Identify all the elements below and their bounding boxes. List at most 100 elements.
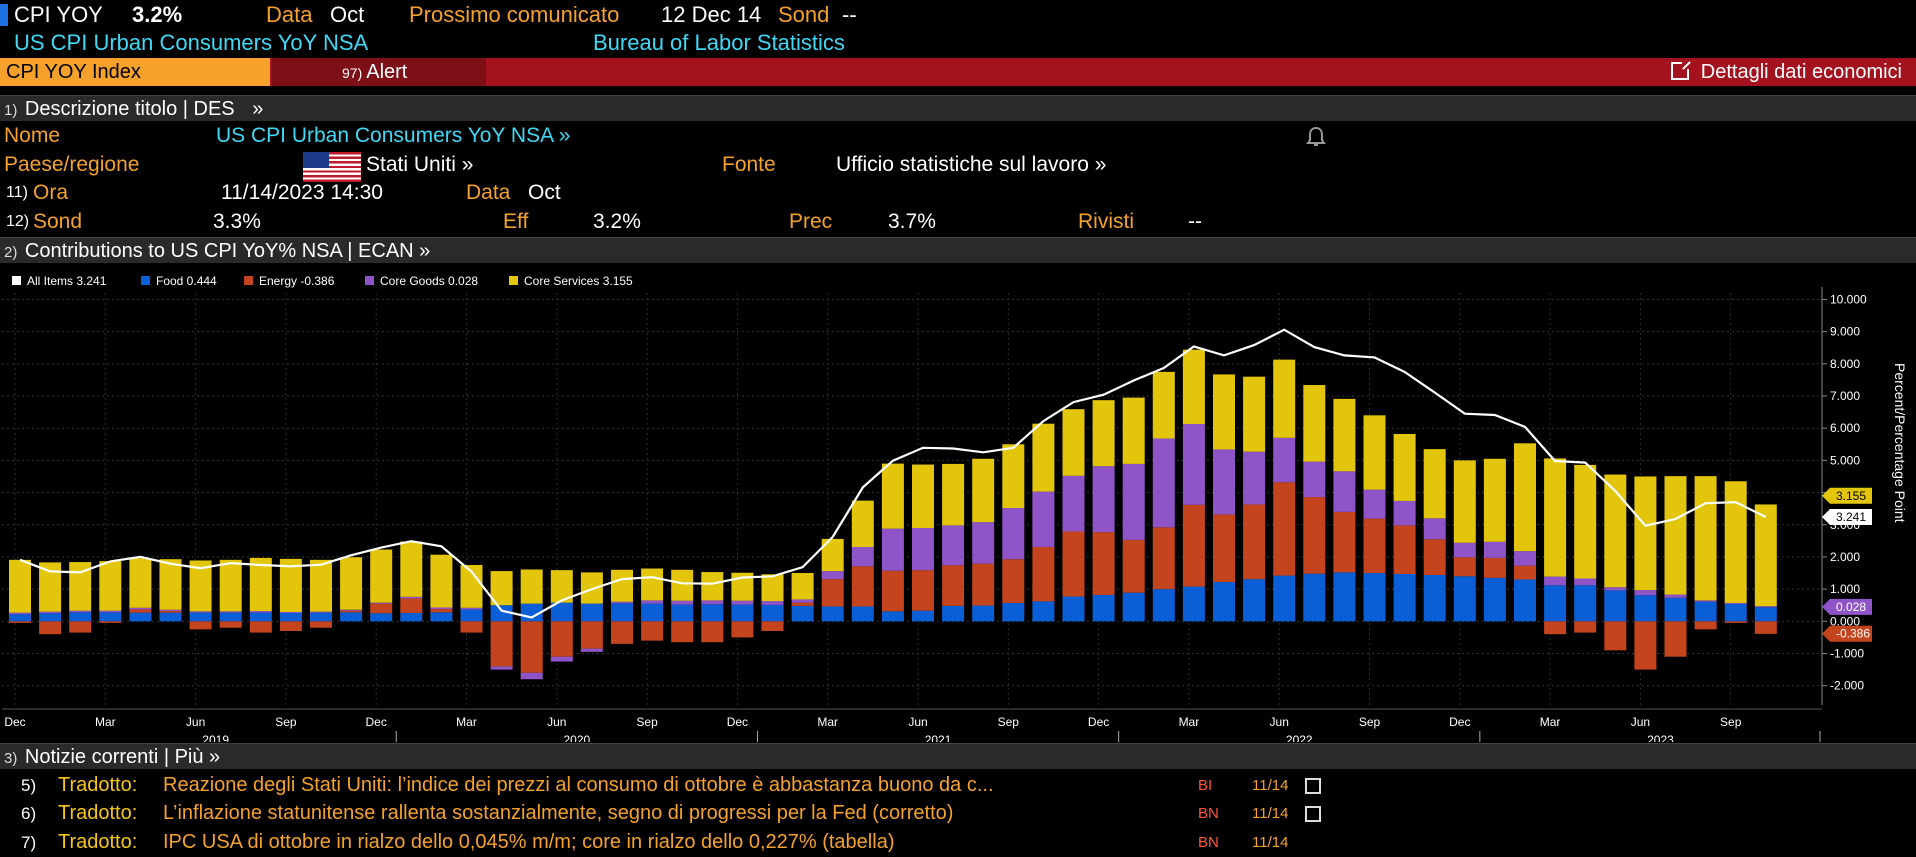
bar-core-services bbox=[1393, 433, 1416, 501]
bar-food bbox=[1152, 589, 1175, 622]
x-tick-label: Dec bbox=[1449, 715, 1470, 729]
bar-energy bbox=[1604, 621, 1627, 651]
bar-food bbox=[99, 612, 122, 622]
des-section-header[interactable]: 1) Descrizione titolo | DES » bbox=[0, 95, 1916, 121]
x-tick-label: Dec bbox=[727, 715, 748, 729]
index-tab[interactable]: CPI YOY Index bbox=[0, 58, 270, 86]
bar-core-services bbox=[1062, 409, 1085, 476]
alert-button[interactable]: 97) Alert bbox=[272, 58, 486, 86]
revised-value: -- bbox=[1188, 210, 1202, 233]
bar-energy bbox=[761, 621, 784, 631]
bar-energy bbox=[370, 603, 393, 614]
news-item-source: BN bbox=[1198, 834, 1219, 851]
bar-energy bbox=[1062, 531, 1085, 597]
y-tick-label: 9.000 bbox=[1830, 325, 1860, 339]
bar-core-services bbox=[310, 559, 332, 612]
security-name[interactable]: US CPI Urban Consumers YoY NSA bbox=[14, 30, 369, 55]
survey-label: Sond bbox=[778, 2, 830, 27]
bar-core-goods bbox=[791, 599, 814, 603]
ecan-section-header[interactable]: 2) Contributions to US CPI YoY% NSA | EC… bbox=[0, 237, 1916, 263]
bar-core-services bbox=[1483, 458, 1506, 542]
date-value: Oct bbox=[528, 181, 561, 204]
bar-food bbox=[942, 605, 965, 622]
y-tick-label: 1.000 bbox=[1830, 582, 1860, 596]
bar-energy bbox=[1514, 565, 1536, 580]
bar-energy bbox=[159, 611, 182, 613]
bar-core-goods bbox=[1243, 451, 1266, 505]
bar-core-services bbox=[69, 562, 92, 611]
bar-food bbox=[791, 605, 814, 622]
bar-core-services bbox=[1213, 374, 1235, 450]
bar-core-goods bbox=[129, 607, 152, 610]
bar-core-services bbox=[1152, 371, 1175, 439]
news-item-source: BN bbox=[1198, 805, 1219, 822]
bar-food bbox=[580, 603, 603, 622]
news-section-header[interactable]: 3) Notizie correnti | Più » bbox=[0, 743, 1916, 769]
bar-core-services bbox=[1604, 474, 1627, 588]
security-source[interactable]: Bureau of Labor Statistics bbox=[593, 30, 845, 55]
prior-value: 3.7% bbox=[888, 210, 936, 233]
flag-core-goods-bg bbox=[1822, 598, 1872, 615]
bar-core-services bbox=[340, 557, 363, 610]
bar-energy bbox=[219, 621, 242, 628]
bar-food bbox=[1514, 579, 1536, 622]
bar-core-goods bbox=[39, 611, 62, 614]
bar-core-services bbox=[400, 541, 423, 597]
story-icon bbox=[1305, 778, 1321, 794]
bar-core-goods bbox=[370, 602, 393, 604]
bar-core-goods bbox=[881, 528, 904, 571]
bar-core-goods bbox=[1303, 461, 1326, 498]
bar-core-services bbox=[279, 558, 302, 612]
bar-core-goods bbox=[731, 600, 754, 605]
bell-icon[interactable] bbox=[1306, 126, 1326, 148]
bar-energy bbox=[1152, 527, 1175, 590]
legend-label-all-items: All Items 3.241 bbox=[27, 274, 107, 288]
bar-core-goods bbox=[340, 609, 363, 611]
bar-food bbox=[1032, 601, 1055, 622]
bar-food bbox=[881, 611, 904, 622]
x-year-label: 2022 bbox=[1286, 733, 1313, 742]
x-tick-label: Mar bbox=[1540, 715, 1561, 729]
bar-core-services bbox=[1122, 397, 1145, 464]
bar-core-goods bbox=[189, 611, 212, 613]
news-item[interactable]: 7) Tradotto: IPC USA di ottobre in rialz… bbox=[0, 827, 1400, 856]
bar-core-goods bbox=[972, 522, 995, 564]
name-value[interactable]: US CPI Urban Consumers YoY NSA » bbox=[216, 124, 571, 147]
news-item-num: 7) bbox=[21, 833, 37, 852]
y-tick-label: 7.000 bbox=[1830, 389, 1860, 403]
y-tick-label: 5.000 bbox=[1830, 453, 1860, 467]
y-axis-title: Percent/Percentage Point bbox=[1892, 363, 1908, 523]
country-value[interactable]: Stati Uniti » bbox=[366, 153, 474, 176]
source-value[interactable]: Ufficio statistiche sul lavoro » bbox=[836, 153, 1107, 176]
news-item-tag: Tradotto: bbox=[58, 802, 138, 824]
news-item-headline: Reazione degli Stati Uniti: l’indice dei… bbox=[163, 774, 994, 796]
bar-food bbox=[69, 612, 92, 622]
flag-all-items-label: 3.241 bbox=[1836, 510, 1866, 524]
bar-core-services bbox=[1002, 444, 1025, 509]
bar-food bbox=[731, 604, 754, 622]
news-item[interactable]: 5) Tradotto: Reazione degli Stati Uniti:… bbox=[0, 770, 1400, 799]
prior-label: Prec bbox=[789, 210, 833, 233]
news-list: 5) Tradotto: Reazione degli Stati Uniti:… bbox=[0, 770, 1916, 857]
bar-core-goods bbox=[1032, 491, 1055, 547]
bar-energy bbox=[1423, 539, 1446, 575]
bar-core-services bbox=[189, 560, 212, 612]
bar-food bbox=[1453, 576, 1476, 622]
bar-core-goods bbox=[701, 600, 724, 605]
bar-core-goods bbox=[400, 596, 423, 599]
bar-core-services bbox=[942, 463, 965, 526]
bar-core-services bbox=[1333, 398, 1356, 472]
bar-core-services bbox=[881, 463, 904, 529]
news-item-date: 11/14 bbox=[1252, 834, 1289, 851]
bar-energy bbox=[249, 621, 272, 633]
bar-core-goods bbox=[821, 571, 844, 580]
bar-core-services bbox=[791, 573, 814, 600]
bar-energy bbox=[9, 621, 31, 623]
bar-core-services bbox=[1754, 504, 1777, 607]
survey-value: -- bbox=[842, 2, 857, 27]
cpi-contributions-chart[interactable]: All Items 3.241 Food 0.444 Energy -0.386 Co… bbox=[0, 265, 1916, 742]
economic-details-button[interactable]: Dettagli dati economici bbox=[1670, 58, 1902, 86]
bar-food bbox=[430, 612, 453, 622]
news-item[interactable]: 6) Tradotto: L’inflazione statunitense r… bbox=[0, 798, 1400, 827]
bar-food bbox=[490, 605, 513, 622]
